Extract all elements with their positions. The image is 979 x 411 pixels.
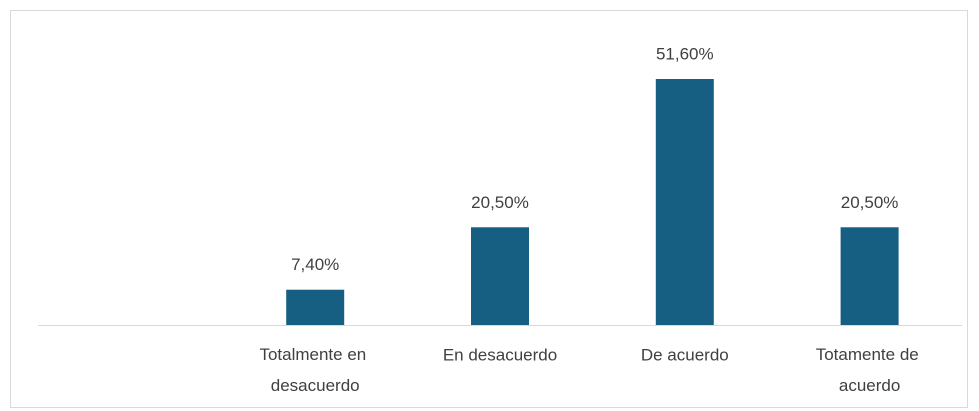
x-tick-label: En desacuerdo [443, 345, 557, 364]
bar [655, 79, 714, 325]
bar [471, 227, 529, 325]
bar [840, 227, 899, 325]
data-label: 51,60% [656, 44, 714, 63]
bar [286, 289, 345, 325]
x-tick-label: De acuerdo [641, 345, 729, 364]
data-label: 20,50% [471, 193, 529, 212]
data-label: 7,40% [291, 255, 339, 274]
data-label: 20,50% [841, 193, 899, 212]
chart-border [10, 10, 968, 408]
x-tick-label: Totalmente en desacuerdo [259, 345, 371, 395]
x-tick-label: Totamente de acuerdo [816, 345, 924, 395]
